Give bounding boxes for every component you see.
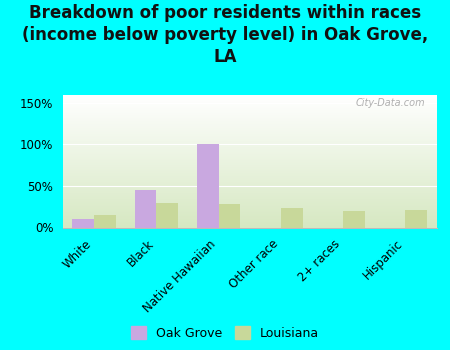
Bar <box>405 210 427 228</box>
Text: City-Data.com: City-Data.com <box>356 98 425 108</box>
Bar <box>94 215 116 228</box>
Bar <box>219 204 240 228</box>
Bar <box>281 208 303 228</box>
Bar <box>135 190 156 228</box>
Bar <box>343 211 365 228</box>
Legend: Oak Grove, Louisiana: Oak Grove, Louisiana <box>127 323 323 344</box>
Bar <box>197 144 219 228</box>
Text: Breakdown of poor residents within races
(income below poverty level) in Oak Gro: Breakdown of poor residents within races… <box>22 4 428 66</box>
Bar <box>72 219 94 228</box>
Bar <box>157 203 178 228</box>
